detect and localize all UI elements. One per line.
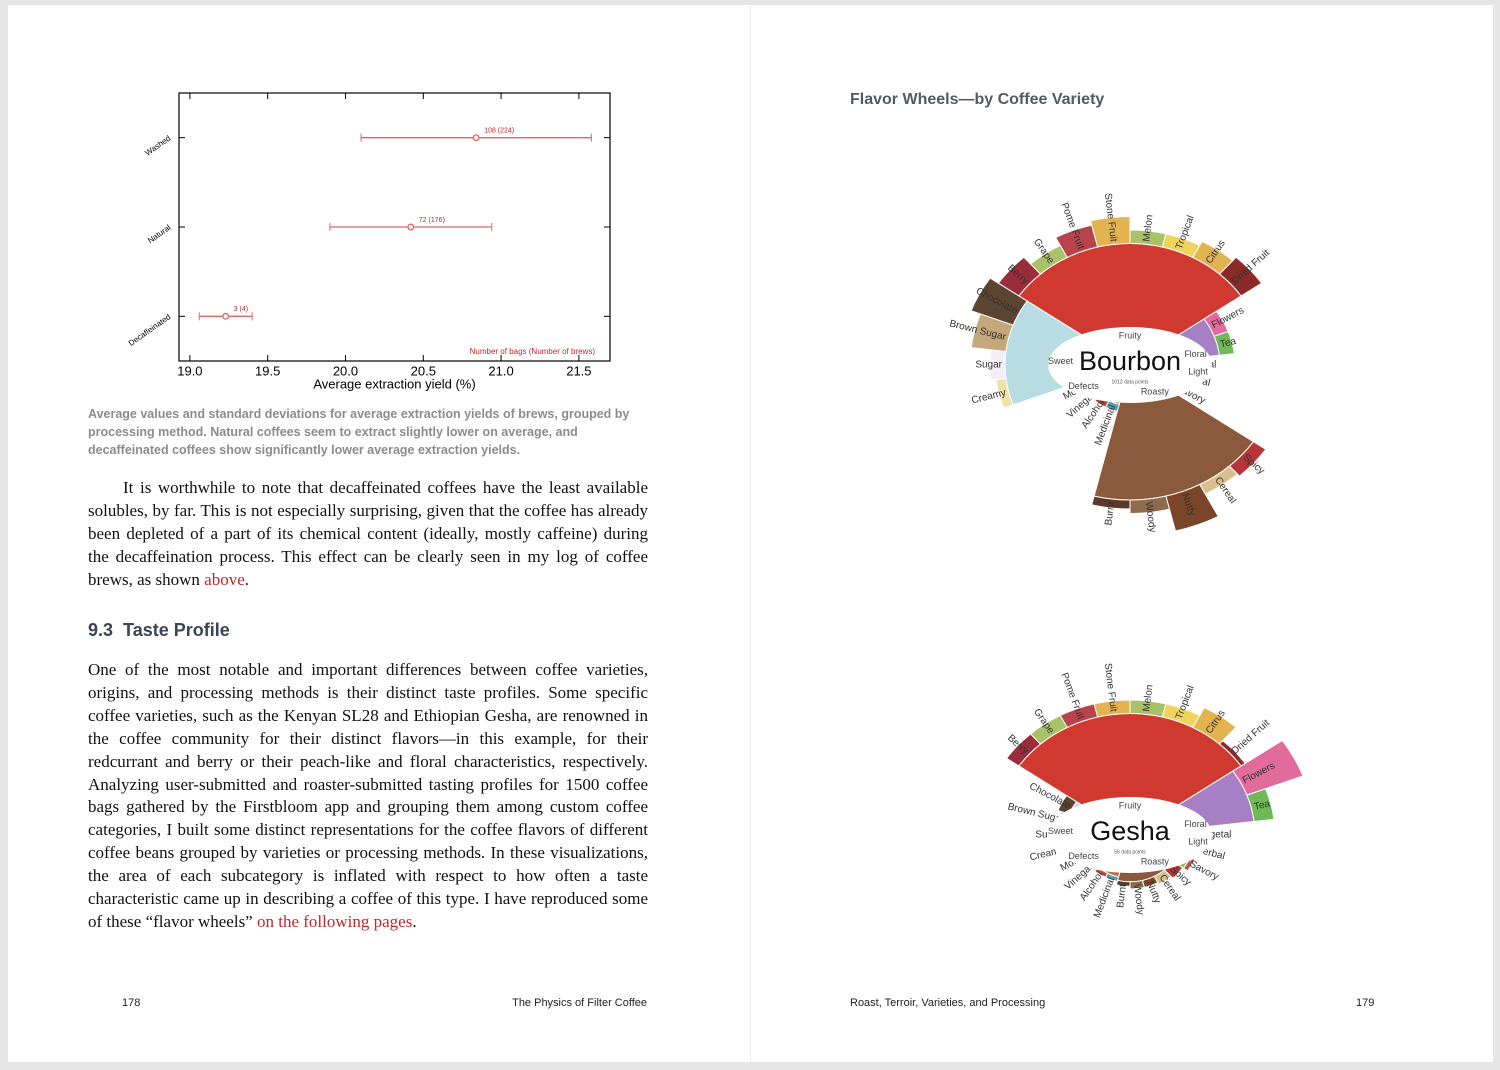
leaf-wedge [1218, 256, 1263, 297]
text: It is worthwhile to note that decaffeina… [88, 478, 648, 589]
x-tick-label: 20.0 [333, 363, 358, 378]
point [222, 312, 230, 320]
center-disc [1048, 797, 1212, 873]
group-label: Light [1188, 836, 1208, 846]
group-label: Floral [1184, 349, 1207, 359]
center-disc [1048, 327, 1212, 403]
leaf-wedge [1153, 869, 1172, 886]
wheel-title: Bourbon [1079, 346, 1181, 376]
leaf-wedge [1192, 706, 1237, 745]
leaf-wedge [970, 277, 1028, 326]
paragraph: It is worthwhile to note that decaffeina… [88, 477, 648, 592]
leaf-label: Burnt [1115, 883, 1129, 908]
leaf-label: Cereal [1212, 475, 1238, 506]
leaf-wedge [997, 256, 1042, 297]
leaf-wedge [1232, 739, 1304, 796]
paragraph: One of the most notable and important di… [88, 659, 648, 934]
running-title: The Physics of Filter Coffee [512, 997, 647, 1009]
page-title: Flavor Wheels—by Coffee Variety [850, 91, 1105, 108]
leaf-label: Tea [1219, 336, 1238, 351]
wheel-subtitle: 1012 data points [1112, 379, 1149, 385]
annotation: Number of bags (Number of brews) [470, 347, 596, 356]
wheel-title: Gesha [1090, 816, 1171, 846]
leaf-wedge [1089, 215, 1131, 248]
group-label: Roasty [1141, 386, 1170, 396]
leaf-label: Burnt [1103, 501, 1117, 526]
group-label: Sweet [1048, 826, 1074, 836]
y-tick-label: Washed [143, 134, 172, 158]
point-label: 3 (4) [234, 306, 248, 313]
leaf-wedge [1228, 441, 1267, 477]
group-label: Sweet [1048, 356, 1074, 366]
leaf-wedge [1246, 788, 1275, 822]
leaf-label: Woody [1143, 501, 1158, 533]
left-page [8, 5, 750, 1062]
section-title: Taste Profile [123, 620, 230, 640]
group-label: Floral [1184, 819, 1207, 829]
leaf-label: Melon [1141, 684, 1155, 712]
x-axis-label: Average extraction yield (%) [313, 376, 475, 391]
group-label: Light [1188, 366, 1208, 376]
wheel-subtitle: 56 data points [1114, 849, 1146, 855]
x-tick-label: 20.5 [411, 363, 436, 378]
leaf-label: Sugar [975, 360, 1002, 371]
link[interactable]: on the following pages [256, 911, 413, 931]
leaf-wedge [1115, 879, 1131, 887]
point-label: 72 (176) [419, 217, 445, 224]
section-number: 9.3 [88, 620, 114, 640]
figure-caption: Average values and standard deviations f… [88, 407, 630, 457]
link[interactable]: above [204, 569, 245, 589]
page-number: 178 [122, 997, 141, 1009]
leaf-label: Vegetal [1198, 830, 1231, 841]
leaf-label: Tea [1253, 798, 1272, 813]
text: One of the most notable and important di… [88, 660, 648, 931]
group-label: Defects [1068, 381, 1099, 391]
y-tick-label: Natural [146, 223, 172, 245]
group-label: Roasty [1141, 856, 1170, 866]
y-tick-label: Decaffeinated [127, 312, 172, 348]
running-title: Roast, Terroir, Varieties, and Processin… [850, 997, 1046, 1009]
x-tick-label: 19.5 [255, 363, 280, 378]
leaf-label: Woody [1131, 883, 1146, 915]
group-label: Fruity [1119, 800, 1142, 810]
leaf-wedge [1165, 483, 1220, 532]
leaf-wedge [1091, 495, 1131, 510]
x-tick-label: 21.5 [566, 363, 591, 378]
point [472, 134, 480, 142]
x-tick-label: 19.0 [177, 363, 202, 378]
point-label: 108 (224) [484, 128, 514, 135]
leaf-wedge [1213, 330, 1235, 356]
section-heading: 9.3 Taste Profile [88, 620, 230, 641]
x-tick-label: 21.0 [488, 363, 513, 378]
leaf-label: Melon [1141, 214, 1155, 242]
point [407, 223, 415, 231]
text: . [244, 569, 249, 589]
leaf-wedge [1129, 879, 1145, 890]
text: . [412, 911, 417, 931]
leaf-wedge [1129, 495, 1171, 515]
group-label: Defects [1068, 851, 1099, 861]
group-label: Fruity [1119, 330, 1142, 340]
page-number: 179 [1356, 997, 1375, 1009]
